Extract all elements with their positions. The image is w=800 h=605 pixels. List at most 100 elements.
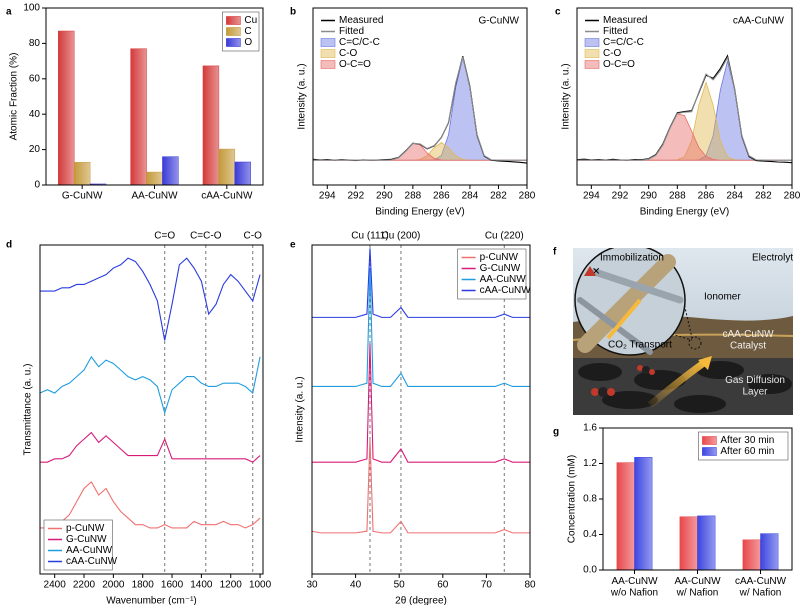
legend-label: G-CuNW	[66, 534, 107, 545]
data-line	[311, 439, 530, 534]
legend-label: Measured	[339, 15, 383, 26]
y-tick-label: 20	[29, 144, 41, 155]
bar	[616, 462, 635, 571]
x-tick-label: 1200	[220, 580, 243, 591]
plot-frame	[45, 7, 264, 186]
x-tick-label: 280	[784, 191, 800, 202]
y-axis-label: Transmittance (a. u.)	[23, 364, 34, 456]
panel-annotation: G-CuNW	[478, 16, 519, 27]
x-tick-label: 70	[481, 580, 493, 591]
legend-swatch	[226, 38, 241, 47]
legend-label: C-O	[603, 48, 622, 59]
x-tick-label: 80	[524, 580, 536, 591]
legend-label: p-CuNW	[480, 252, 519, 263]
x-tick-label: 2000	[102, 580, 125, 591]
legend-label: cAA-CuNW	[66, 556, 118, 567]
legend-label: C-O	[339, 48, 358, 59]
panel-label: b	[290, 7, 296, 18]
legend-label: Fitted	[339, 26, 364, 37]
legend-label: After 60 min	[720, 446, 774, 457]
y-tick-label: 1.2	[583, 458, 597, 469]
reference-label: Cu (200)	[381, 231, 420, 242]
x-tick-label: 40	[350, 580, 362, 591]
y-axis-label: Concentration (mM)	[567, 455, 578, 543]
reference-label: Cu (220)	[485, 231, 524, 242]
x-tick-label: 288	[405, 191, 422, 202]
bar	[760, 533, 779, 571]
legend-label: G-CuNW	[480, 263, 521, 274]
x-tick-label: 286	[698, 191, 715, 202]
co2-molecules	[591, 365, 655, 397]
x-tick-label: 2400	[44, 580, 67, 591]
y-tick-label: 40	[29, 109, 41, 120]
legend-swatch	[226, 27, 241, 36]
x-tick-label: AA-CuNW w/o Nafion	[610, 576, 658, 599]
y-axis-label: Intensity (a. u.)	[561, 63, 572, 129]
legend-label: C=C/C-C	[603, 37, 644, 48]
panel-label: f	[553, 247, 557, 258]
bar	[697, 515, 716, 571]
bar	[218, 148, 236, 186]
plot-frame	[312, 7, 528, 186]
bar	[679, 516, 698, 571]
bar	[202, 65, 220, 186]
legend-label: AA-CuNW	[66, 545, 113, 556]
panel-label: d	[6, 240, 12, 251]
y-tick-label: 1.6	[583, 423, 597, 434]
data-line	[312, 268, 530, 388]
y-tick-label: 0.8	[583, 494, 597, 505]
illustration-label: CO₂ Transport	[608, 340, 672, 351]
zoom-spot	[688, 336, 702, 350]
panel-label: e	[290, 240, 296, 251]
bar	[58, 30, 75, 186]
x-tick-label: 290	[376, 191, 393, 202]
data-line	[576, 54, 793, 164]
bar	[146, 171, 163, 186]
component-area	[577, 113, 792, 161]
y-tick-label: 80	[29, 38, 41, 49]
x-tick-label: AA-CuNW	[131, 191, 178, 202]
legend-label: p-CuNW	[66, 523, 105, 534]
illustration: ✕ Immobilization Ionomer Electrolyte CO₂…	[573, 248, 793, 415]
block-mark: ✕	[592, 267, 600, 278]
x-tick-label: 290	[640, 191, 657, 202]
nanowires	[577, 254, 684, 355]
bar	[130, 48, 147, 186]
legend-label: O-C=O	[339, 59, 371, 70]
bar	[162, 156, 179, 186]
x-tick-label: 286	[433, 191, 450, 202]
y-tick-label: 100	[23, 3, 40, 14]
illustration-label: Gas Diffusion Layer	[725, 375, 785, 398]
x-tick-label: 2200	[73, 580, 96, 591]
panel-label: c	[555, 7, 561, 18]
x-tick-label: 282	[755, 191, 772, 202]
x-tick-label: 292	[612, 191, 629, 202]
x-axis-label: Wavenumber (cm⁻¹)	[106, 596, 196, 605]
legend-label: Fitted	[603, 26, 628, 37]
bar	[742, 539, 761, 571]
reference-label: C=C-O	[190, 231, 222, 242]
x-tick-label: 294	[583, 191, 600, 202]
illustration-label: Immobilization	[600, 253, 664, 264]
illustration-label: cAA-CuNW Catalyst	[722, 329, 774, 352]
plot-frame	[39, 244, 264, 575]
legend-label: C=C/C-C	[339, 37, 380, 48]
legend-label: C	[244, 26, 251, 37]
plot-frame	[576, 7, 793, 186]
panel-annotation: cAA-CuNW	[733, 16, 785, 27]
panel-label: a	[6, 7, 12, 18]
legend-swatch	[702, 447, 717, 456]
reference-label: Cu (111)	[351, 231, 388, 242]
x-tick-label: 284	[462, 191, 479, 202]
panel-label: g	[553, 427, 559, 438]
plot-frame	[602, 427, 793, 571]
component-area	[313, 142, 527, 161]
x-tick-label: 30	[306, 580, 318, 591]
legend-label: AA-CuNW	[480, 274, 527, 285]
x-tick-label: 50	[394, 580, 406, 591]
x-tick-label: 294	[319, 191, 336, 202]
legend-label: O-C=O	[603, 59, 635, 70]
x-tick-label: 292	[347, 191, 364, 202]
y-tick-label: 0	[34, 180, 40, 191]
